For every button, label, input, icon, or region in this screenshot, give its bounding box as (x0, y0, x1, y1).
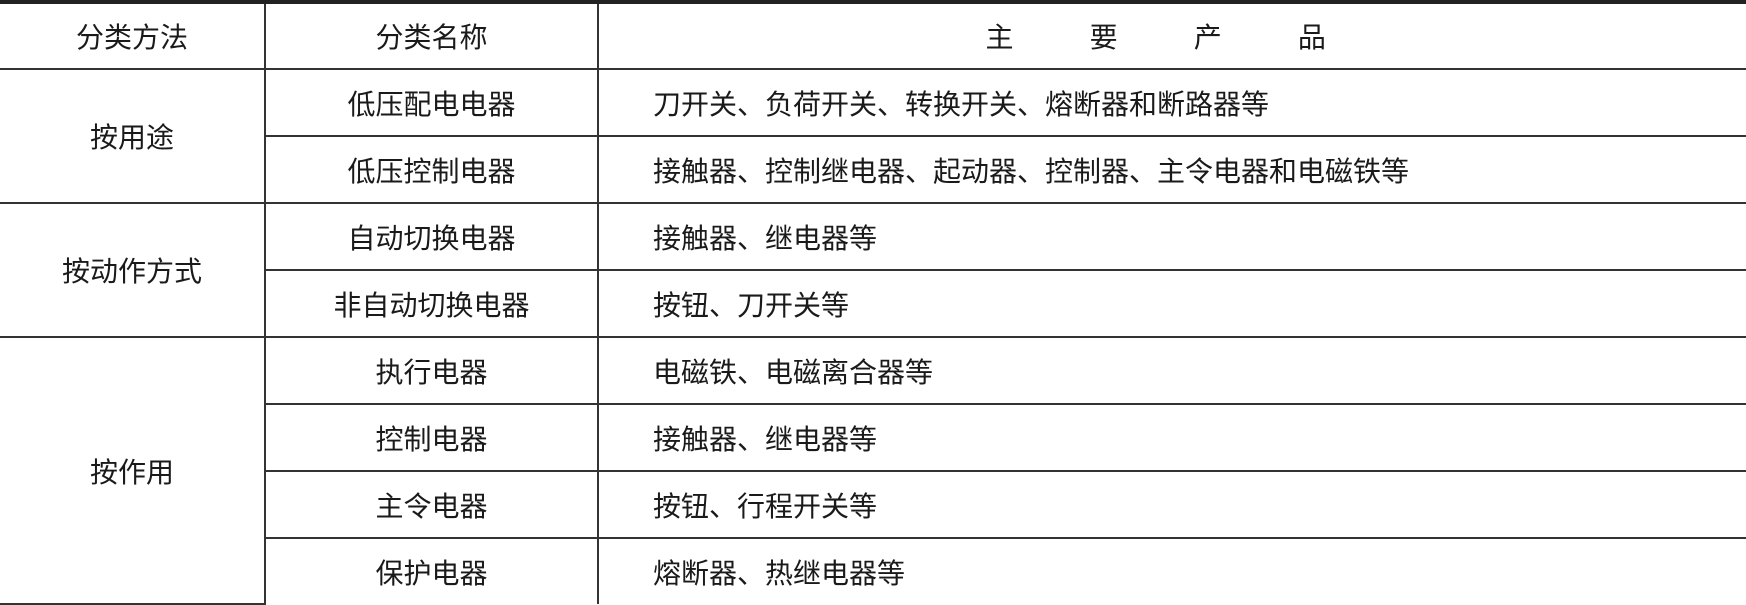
header-name: 分类名称 (265, 2, 599, 70)
name-cell: 主令电器 (265, 471, 599, 539)
name-cell: 低压配电电器 (265, 69, 599, 137)
products-cell: 接触器、继电器等 (598, 203, 1746, 271)
name-cell: 保护电器 (265, 538, 599, 604)
table-row: 按用途 低压配电电器 刀开关、负荷开关、转换开关、熔断器和断路器等 (0, 69, 1746, 204)
name-cell: 非自动切换电器 (265, 270, 599, 338)
table-row: 保护电器 熔断器、热继电器等 (0, 538, 1746, 604)
products-cell: 按钮、刀开关等 (598, 270, 1746, 338)
products-cell: 刀开关、负荷开关、转换开关、熔断器和断路器等 (598, 69, 1746, 137)
method-cell: 按用途 (0, 69, 266, 204)
header-method: 分类方法 (0, 2, 266, 70)
table-row: 按作用 执行电器 电磁铁、电磁离合器等 (0, 337, 1746, 605)
name-cell: 低压控制电器 (265, 136, 599, 204)
name-cell: 执行电器 (265, 337, 599, 405)
products-cell: 按钮、行程开关等 (598, 471, 1746, 539)
table-row: 非自动切换电器 按钮、刀开关等 (0, 270, 1746, 338)
table-header-row: 分类方法 分类名称 主 要 产 品 (0, 2, 1746, 70)
table-row: 按动作方式 自动切换电器 接触器、继电器等 (0, 203, 1746, 338)
name-cell: 控制电器 (265, 404, 599, 472)
method-cell: 按动作方式 (0, 203, 266, 338)
products-cell: 接触器、控制继电器、起动器、控制器、主令电器和电磁铁等 (598, 136, 1746, 204)
table-row: 控制电器 接触器、继电器等 (0, 404, 1746, 472)
method-cell: 按作用 (0, 337, 266, 605)
header-products: 主 要 产 品 (598, 2, 1746, 70)
products-cell: 电磁铁、电磁离合器等 (598, 337, 1746, 405)
name-cell: 自动切换电器 (265, 203, 599, 271)
products-cell: 接触器、继电器等 (598, 404, 1746, 472)
products-cell: 熔断器、热继电器等 (653, 556, 906, 590)
table-row: 主令电器 按钮、行程开关等 (0, 471, 1746, 539)
table-row: 低压控制电器 接触器、控制继电器、起动器、控制器、主令电器和电磁铁等 (0, 136, 1746, 204)
